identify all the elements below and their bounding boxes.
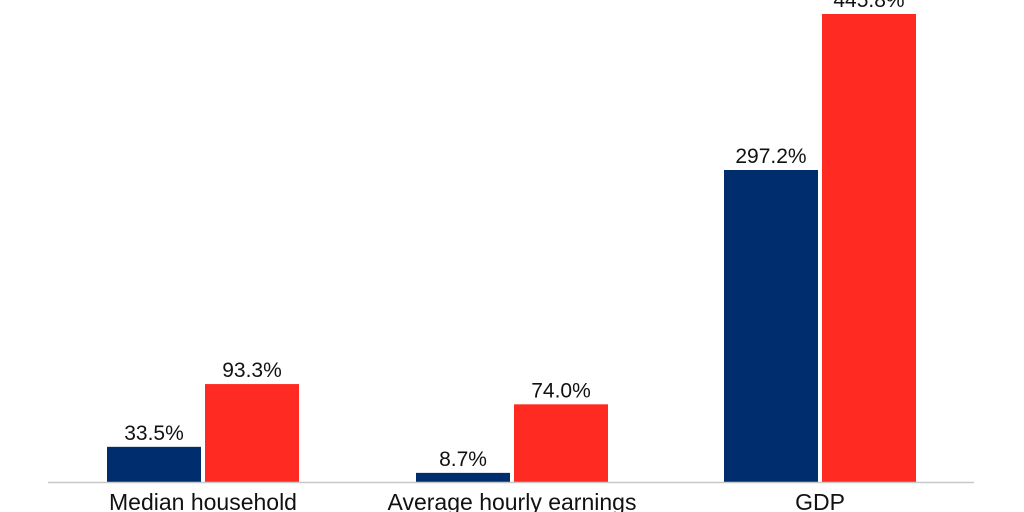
data-label: 8.7% — [439, 448, 487, 471]
bar-series-2-average-hourly-earnings — [514, 404, 608, 482]
category-label: Median household — [109, 489, 297, 512]
bar-series-2-gdp — [822, 14, 916, 482]
bar-series-1-average-hourly-earnings — [416, 472, 510, 482]
data-label: 93.3% — [222, 359, 282, 382]
bars-layer — [107, 14, 916, 482]
data-label: 445.8% — [833, 0, 904, 12]
category-label: Average hourly earnings — [388, 489, 637, 512]
category-label: GDP — [795, 489, 845, 512]
data-label: 74.0% — [531, 379, 591, 402]
bar-series-2-median-household — [205, 384, 299, 482]
value-labels-layer: 33.5% 93.3% 8.7% 74.0% 297.2% 445.8% — [124, 0, 904, 471]
data-label: 297.2% — [735, 145, 806, 168]
data-label: 33.5% — [124, 422, 184, 445]
bar-series-1-median-household — [107, 446, 201, 482]
bar-series-1-gdp — [724, 170, 818, 482]
category-labels-layer: Median household Average hourly earnings G… — [109, 489, 845, 512]
